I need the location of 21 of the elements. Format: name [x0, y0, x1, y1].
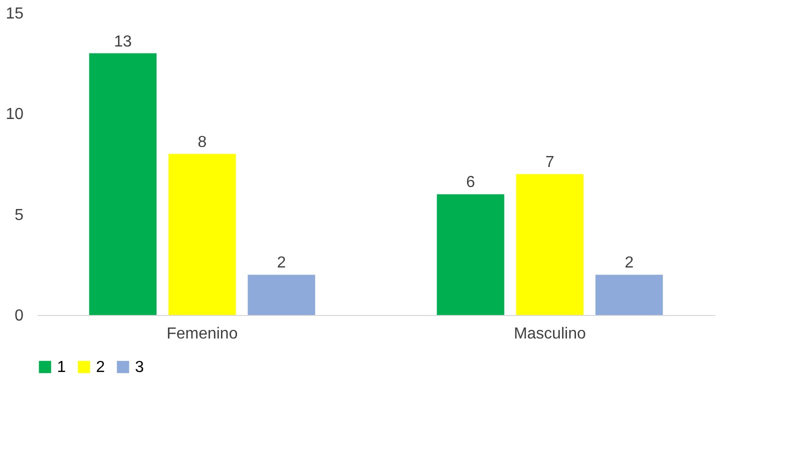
y-tick-label: 5: [14, 206, 24, 224]
y-tick-label: 15: [6, 6, 24, 22]
legend-label: 2: [96, 359, 105, 376]
data-label: 8: [198, 134, 207, 151]
legend-label: 3: [135, 359, 144, 376]
bar: [516, 174, 584, 315]
bar: [595, 274, 663, 315]
bar: [248, 274, 316, 315]
bar: [436, 194, 504, 315]
bar: [168, 154, 236, 315]
data-label: 6: [466, 174, 476, 192]
y-tick-label: 10: [6, 106, 24, 124]
legend-label: 1: [57, 359, 66, 376]
data-label: 2: [277, 254, 286, 272]
x-tick-label: Masculino: [514, 326, 586, 342]
data-label: 7: [545, 154, 554, 172]
data-label: 13: [114, 33, 132, 50]
y-tick-label: 0: [14, 308, 24, 324]
x-tick-label: Femenino: [166, 326, 238, 342]
bar: [89, 53, 157, 315]
data-label: 2: [624, 254, 634, 272]
